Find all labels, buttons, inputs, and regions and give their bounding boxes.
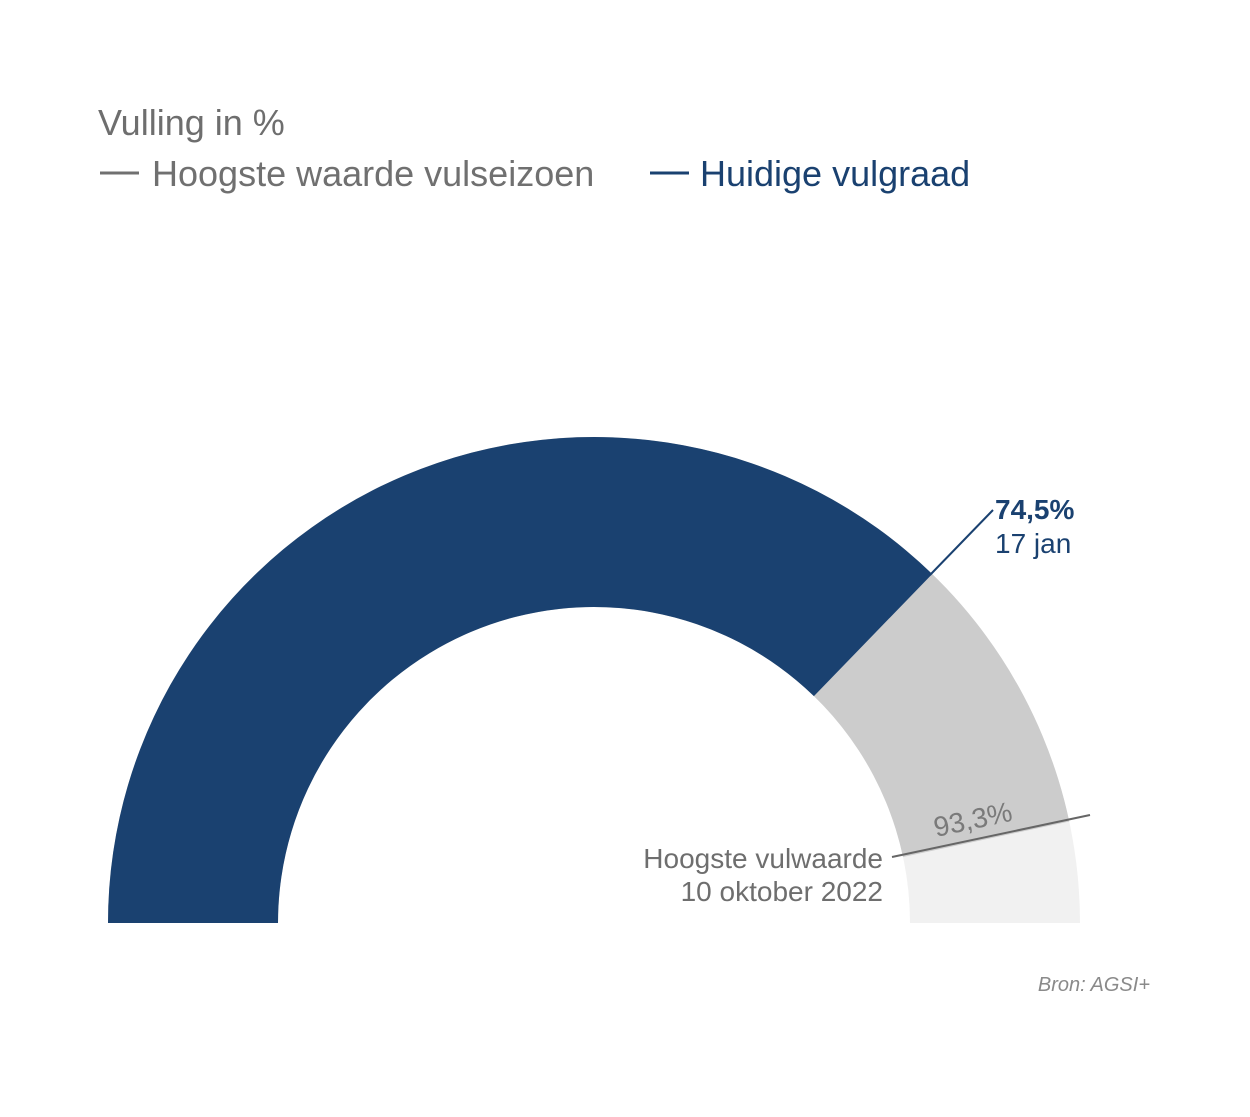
legend-label-current: Huidige vulgraad — [700, 153, 970, 194]
gauge-arc-current — [108, 437, 933, 923]
max-note-line2: 10 oktober 2022 — [681, 876, 883, 907]
max-note-line1: Hoogste vulwaarde — [643, 843, 883, 874]
legend: Hoogste waarde vulseizoen Huidige vulgra… — [100, 153, 970, 194]
source-note: Bron: AGSI+ — [1038, 974, 1150, 996]
max-leader-line — [891, 814, 1091, 858]
legend-label-max: Hoogste waarde vulseizoen — [152, 153, 594, 194]
current-leader-line — [929, 509, 994, 576]
chart-title: Vulling in % — [98, 102, 285, 143]
gauge-arcs — [108, 437, 1080, 923]
current-annotation: 74,5% 17 jan — [929, 494, 1074, 576]
current-value-label: 74,5% — [995, 494, 1074, 525]
current-date-label: 17 jan — [995, 528, 1071, 559]
